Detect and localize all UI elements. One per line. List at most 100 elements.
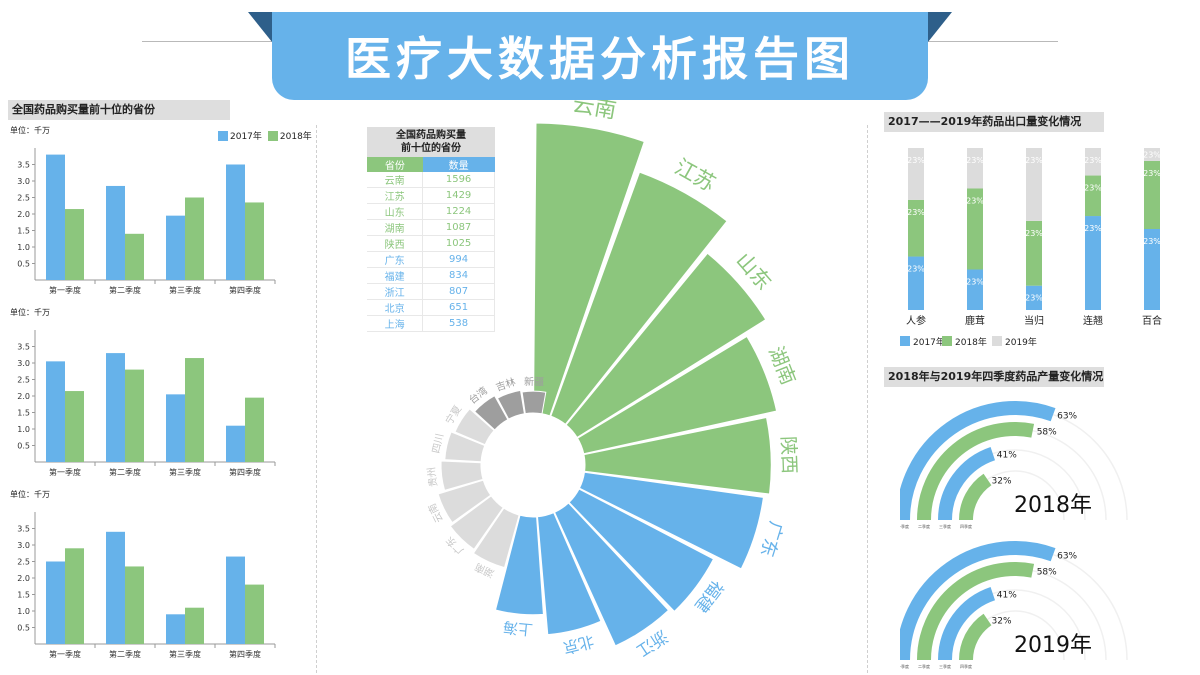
bar-2017 — [46, 361, 65, 462]
legend-swatch — [992, 336, 1002, 346]
segment-label: 23% — [1084, 184, 1102, 193]
table-cell-province: 云南 — [367, 172, 424, 188]
arc-progress — [900, 541, 1056, 661]
bar-2017 — [106, 185, 125, 280]
production-arc-chart-2018: 63% 一季度 58% 二季度 41% 三季度 32% 四季度 2018年 — [900, 401, 1128, 529]
arc-progress — [938, 446, 996, 521]
production-section-title: 2018年与2019年四季度药品产量变化情况 — [884, 367, 1104, 387]
table-cell-quantity: 1087 — [422, 219, 495, 236]
x-tick-label: 百合 — [1142, 314, 1162, 327]
bar-2018 — [125, 566, 144, 644]
x-tick-label: 当归 — [1024, 314, 1044, 327]
radial-bar — [565, 252, 767, 439]
x-tick-label: 第一季度 — [49, 467, 81, 477]
title-banner-fold-left — [248, 12, 272, 42]
page-title: 医疗大数据分析报告图 — [272, 12, 928, 100]
table-row: 上海 538 — [367, 315, 495, 332]
stacked-segment — [1085, 216, 1101, 310]
table-row: 陕西 1025 — [367, 235, 495, 252]
radial-bar-label: 北京 — [561, 632, 596, 657]
arc-category-label: 二季度 — [918, 663, 930, 669]
arc-value-label: 41% — [997, 591, 1017, 601]
x-tick-label: 第二季度 — [109, 467, 141, 477]
bar-2018 — [125, 233, 144, 280]
production-arc-chart-2019: 63% 一季度 58% 二季度 41% 三季度 32% 四季度 2019年 — [900, 541, 1128, 669]
y-tick-label: 1.0 — [17, 607, 30, 616]
radial-bar — [449, 495, 504, 550]
radial-bar — [553, 502, 670, 647]
segment-label: 23% — [1084, 224, 1102, 233]
arc-value-label: 63% — [1057, 552, 1077, 562]
radial-bar — [472, 507, 520, 569]
bar-2018 — [125, 369, 144, 462]
quarterly-bar-chart-2: 0.5 1.0 1.5 2.0 2.5 3.0 3.5 第一季度 第二季度 第三季度 第四季度 — [17, 330, 276, 477]
radial-bar-label: 陕西 — [777, 436, 800, 474]
bar-2017 — [166, 215, 185, 280]
x-tick-label: 第三季度 — [169, 467, 201, 477]
table-row: 山东 1224 — [367, 203, 495, 220]
x-tick-label: 第二季度 — [109, 285, 141, 295]
stacked-segment — [967, 269, 983, 310]
arc-category-label: 四季度 — [960, 523, 972, 529]
arc-progress — [959, 473, 992, 521]
table-caption-line1: 全国药品购买量 — [396, 130, 466, 141]
radial-bar — [440, 460, 484, 492]
table-cell-quantity: 807 — [422, 283, 495, 300]
bar-2017 — [226, 556, 245, 644]
y-tick-label: 2.5 — [17, 558, 30, 567]
x-tick-label: 第一季度 — [49, 649, 81, 659]
segment-label: 23% — [1143, 237, 1161, 246]
y-tick-label: 0.5 — [17, 260, 30, 269]
y-tick-label: 3.5 — [17, 161, 30, 170]
arc-value-label: 58% — [1037, 568, 1057, 578]
arc-value-label: 32% — [992, 477, 1012, 487]
legend-swatch-blue — [218, 130, 228, 141]
y-tick-label: 3.0 — [17, 177, 30, 186]
stacked-segment — [967, 148, 983, 189]
arc-center-label: 2019年 — [1014, 633, 1092, 658]
y-tick-label: 1.0 — [17, 243, 30, 252]
radial-bar-label: 云南 — [571, 100, 619, 124]
segment-label: 23% — [907, 156, 925, 165]
arc-value-label: 41% — [997, 451, 1017, 461]
bar-2018 — [65, 548, 84, 644]
title-rule-left — [142, 41, 272, 42]
bar-2017 — [46, 561, 65, 644]
segment-label: 23% — [1025, 229, 1043, 238]
radial-bar-label: 四川 — [431, 433, 446, 455]
legend-2017: 2017年 — [218, 129, 262, 142]
segment-label: 23% — [1084, 156, 1102, 165]
stacked-segment — [908, 199, 924, 257]
table-cell-quantity: 994 — [422, 251, 495, 268]
table-row: 福建 834 — [367, 267, 495, 284]
arc-value-label: 32% — [992, 617, 1012, 627]
x-tick-label: 第二季度 — [109, 649, 141, 659]
table-cell-province: 陕西 — [367, 235, 424, 252]
y-tick-label: 2.0 — [17, 392, 30, 401]
y-tick-label: 2.5 — [17, 376, 30, 385]
x-tick-label: 连翘 — [1083, 314, 1103, 327]
radial-bar-label: 吉林 — [494, 375, 517, 394]
x-tick-label: 第一季度 — [49, 285, 81, 295]
arc-progress — [938, 586, 996, 661]
table-cell-province: 北京 — [367, 299, 424, 316]
radial-bar — [444, 431, 486, 463]
table-row: 江苏 1429 — [367, 187, 495, 204]
radial-bar — [496, 389, 525, 420]
radial-bar-label: 贵州 — [425, 466, 440, 487]
stacked-segment — [1085, 148, 1101, 176]
radial-bar — [473, 395, 509, 431]
x-tick-label: 第三季度 — [169, 649, 201, 659]
arc-progress — [917, 561, 1035, 661]
radial-bar-label: 上海 — [502, 618, 533, 638]
y-tick-label: 2.5 — [17, 194, 30, 203]
stacked-segment — [1144, 160, 1160, 229]
bar-2017 — [166, 614, 185, 644]
table-cell-province: 江苏 — [367, 187, 424, 204]
legend-swatch-green — [267, 130, 278, 141]
bar-2017 — [226, 164, 245, 280]
title-banner-fold-right — [928, 12, 952, 42]
segment-label: 23% — [1143, 150, 1161, 159]
segment-label: 23% — [966, 278, 984, 287]
